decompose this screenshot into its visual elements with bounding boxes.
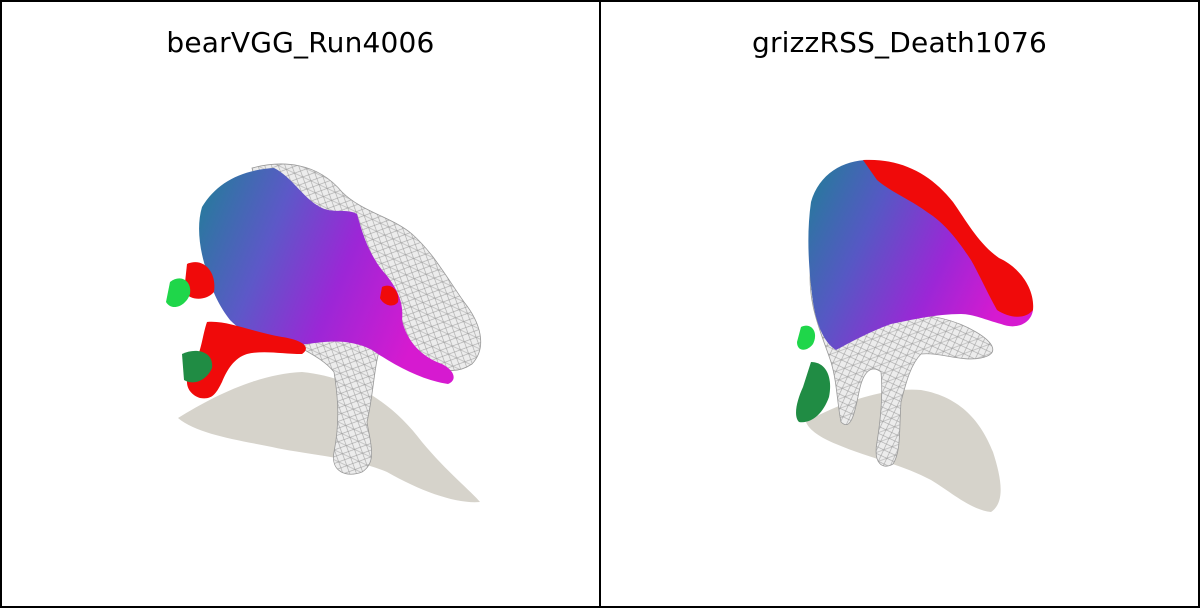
red-neck — [380, 285, 399, 306]
colored-body — [199, 168, 454, 384]
panel-right: grizzRSS_Death1076 — [601, 2, 1198, 606]
panel-left: bearVGG_Run4006 — [2, 2, 599, 606]
bear-render-right — [796, 159, 1034, 512]
green-paw — [797, 325, 816, 350]
panel-title: bearVGG_Run4006 — [166, 26, 435, 59]
green-leg — [796, 362, 831, 423]
red-back — [863, 159, 1034, 317]
panel-title: grizzRSS_Death1076 — [752, 26, 1047, 59]
red-patch — [184, 262, 215, 299]
red-leg — [186, 321, 306, 399]
bear-render-left — [166, 163, 481, 503]
panel-divider — [599, 2, 601, 606]
green-paw — [166, 278, 191, 308]
shadow — [178, 372, 480, 503]
colored-body — [808, 160, 1033, 350]
green-leg — [182, 350, 213, 383]
shadow — [806, 389, 1001, 512]
